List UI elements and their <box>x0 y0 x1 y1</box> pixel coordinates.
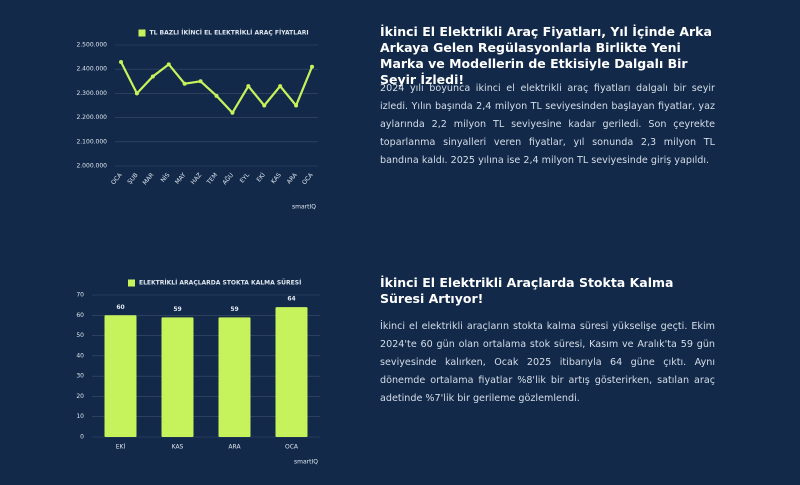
section-heading: İkinci El Elektrikli Araçlarda Stokta Ka… <box>380 275 674 306</box>
section-body: İkinci el elektrikli araçların stokta ka… <box>380 321 715 404</box>
y-tick-label: 10 <box>76 413 84 420</box>
x-tick-label: OCA <box>285 444 299 451</box>
x-tick-label: OCA <box>110 171 124 186</box>
x-tick-label: HAZ <box>190 172 204 186</box>
y-tick-label: 2.100.000 <box>76 138 107 145</box>
point <box>166 62 171 67</box>
point <box>150 74 155 79</box>
x-tick-label: ARA <box>286 171 300 185</box>
x-tick-label: ARA <box>228 444 241 451</box>
y-tick-label: 2.500.000 <box>76 42 107 49</box>
y-tick-label: 2.300.000 <box>76 90 107 97</box>
point <box>294 103 299 108</box>
point <box>119 59 123 64</box>
bar <box>218 317 251 437</box>
data-label: 59 <box>230 306 238 313</box>
x-tick-label: AĞU <box>221 172 235 186</box>
data-label: 60 <box>116 304 124 311</box>
legend-label: TL BAZLI İKİNCİ EL ELEKTRİKLİ ARAÇ FİYAT… <box>150 30 309 37</box>
data-label: 64 <box>287 296 295 303</box>
y-tick-label: 2.000.000 <box>76 163 107 170</box>
point <box>230 110 235 115</box>
y-tick-label: 2.400.000 <box>76 66 107 73</box>
point <box>214 93 219 98</box>
y-tick-label: 50 <box>76 332 84 339</box>
x-tick-label: NİS <box>160 172 172 184</box>
y-tick-label: 0 <box>80 434 84 441</box>
bar <box>275 307 308 437</box>
logo: smartIQ <box>292 204 316 211</box>
y-tick-label: 20 <box>76 393 84 400</box>
point <box>262 103 267 108</box>
x-tick-label: EKİ <box>255 172 267 184</box>
y-tick-label: 30 <box>76 373 84 380</box>
logo: smartIQ <box>294 459 318 466</box>
y-tick-label: 70 <box>76 292 84 299</box>
y-tick-label: 60 <box>76 312 84 319</box>
point <box>198 79 203 84</box>
x-tick-label: OCA <box>301 171 315 186</box>
x-tick-label: MAY <box>174 171 188 185</box>
point <box>278 84 283 89</box>
line <box>120 61 314 115</box>
legend-swatch <box>128 279 135 287</box>
bar <box>104 315 137 437</box>
legend-label: ELEKTRİKLİ ARAÇLARDA STOKTA KALMA SÜRESİ <box>139 280 301 287</box>
point <box>182 81 187 86</box>
section-heading: İkinci El Elektrikli Araç Fiyatları, Yıl… <box>380 24 712 87</box>
data-label: 59 <box>173 306 181 313</box>
y-tick-label: 40 <box>76 352 84 359</box>
y-tick-label: 2.200.000 <box>76 114 107 121</box>
legend-swatch <box>138 29 146 37</box>
x-tick-label: KAS <box>270 172 283 186</box>
section-body: 2024 yılı boyunca ikinci el elektrikli a… <box>380 83 715 166</box>
x-tick-label: MAR <box>142 172 156 187</box>
x-tick-label: TEM <box>205 172 219 187</box>
x-tick-label: ŞUB <box>126 172 139 186</box>
point <box>134 91 139 96</box>
x-tick-label: EKİ <box>116 444 126 451</box>
x-tick-label: EYL <box>239 171 252 184</box>
point <box>310 64 314 69</box>
point <box>246 84 251 89</box>
bar <box>161 317 194 437</box>
x-tick-label: KAS <box>172 444 184 451</box>
